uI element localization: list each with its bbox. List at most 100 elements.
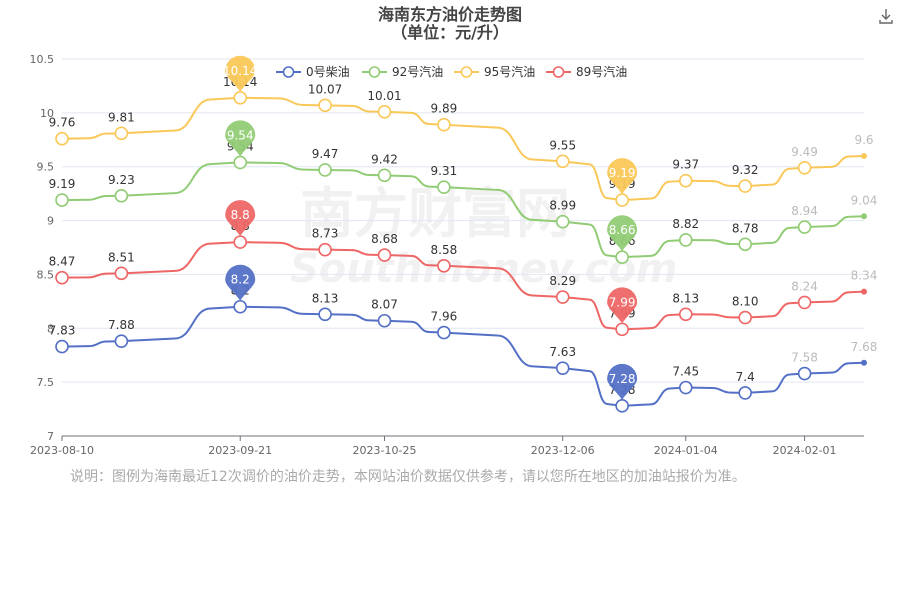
data-point xyxy=(738,310,752,325)
watermark-subtext: Southmoney.com xyxy=(290,246,678,292)
data-point xyxy=(437,117,451,132)
data-point xyxy=(615,322,629,337)
data-point xyxy=(318,98,332,113)
download-icon[interactable] xyxy=(878,8,894,24)
data-point xyxy=(678,307,693,322)
data-label: 8.24 xyxy=(791,279,818,293)
data-label: 8.47 xyxy=(49,255,76,269)
data-label: 9.31 xyxy=(431,164,458,178)
data-label: 8.94 xyxy=(791,204,818,218)
data-point xyxy=(861,288,867,295)
y-tick-label: 7 xyxy=(47,430,54,443)
min-pin-label: 7.28 xyxy=(609,372,636,386)
min-pin xyxy=(607,363,638,400)
data-point xyxy=(738,386,752,400)
y-tick-label: 9 xyxy=(47,215,54,228)
data-label: 7.63 xyxy=(549,345,576,359)
data-point xyxy=(377,168,392,183)
data-label: 8.13 xyxy=(672,291,699,305)
data-label: 8.73 xyxy=(312,227,339,241)
min-pin-label: 8.66 xyxy=(609,223,636,237)
data-label: 8.99 xyxy=(549,199,576,213)
data-point xyxy=(797,295,812,310)
data-label: 7.88 xyxy=(108,318,135,332)
max-pin xyxy=(225,200,256,237)
data-label: 10.01 xyxy=(367,89,401,103)
data-label: 8.07 xyxy=(371,298,398,312)
data-point xyxy=(437,180,451,194)
max-pin xyxy=(225,55,256,92)
legend-marker xyxy=(552,66,565,78)
data-label: 8.10 xyxy=(732,295,759,309)
legend-marker xyxy=(368,66,381,78)
max-pin-label: 10.14 xyxy=(223,64,257,78)
legend[interactable]: 0号柴油 92号汽油 95号汽油 89号汽油 xyxy=(276,64,627,79)
data-point xyxy=(555,214,570,229)
data-label: 8.82 xyxy=(672,217,699,231)
data-point xyxy=(678,173,693,188)
data-point xyxy=(318,242,332,257)
data-point xyxy=(318,163,332,177)
data-label: 9.89 xyxy=(431,102,458,116)
data-point xyxy=(797,160,812,175)
data-point xyxy=(615,250,629,264)
legend-item-95号汽油[interactable]: 95号汽油 xyxy=(454,64,535,79)
chart-title: 海南东方油价走势图 xyxy=(378,5,522,24)
max-pin-label: 8.2 xyxy=(231,273,250,287)
legend-marker xyxy=(460,66,473,78)
y-tick-label: 9.5 xyxy=(37,161,55,174)
data-point xyxy=(377,313,392,328)
max-pin xyxy=(225,120,256,157)
watermark: 南方财富网 Southmoney.com xyxy=(290,182,678,292)
data-label: 7.58 xyxy=(791,351,818,365)
legend-label: 0号柴油 xyxy=(306,65,350,79)
legend-item-92号汽油[interactable]: 92号汽油 xyxy=(362,64,443,79)
series-line-89号汽油 xyxy=(61,241,865,331)
data-point xyxy=(797,220,812,234)
legend-item-89号汽油[interactable]: 89号汽油 xyxy=(546,64,627,79)
data-point xyxy=(318,307,332,322)
watermark-text: 南方财富网 xyxy=(300,182,570,245)
disclaimer-note: 说明：图例为海南最近12次调价的油价走势，本网站油价数据仅供参考，请以您所在地区… xyxy=(70,469,746,485)
data-label: 8.51 xyxy=(108,250,135,264)
data-point xyxy=(114,266,129,281)
data-point xyxy=(377,248,392,262)
min-pin-label: 9.19 xyxy=(609,166,636,180)
data-label: 9.49 xyxy=(791,145,818,159)
y-tick-label: 8.5 xyxy=(37,268,55,281)
data-point xyxy=(55,270,69,285)
grid xyxy=(62,58,864,383)
legend-item-0号柴油[interactable]: 0号柴油 xyxy=(276,65,350,79)
data-label: 8.29 xyxy=(549,274,576,288)
data-label: 7.45 xyxy=(672,365,699,379)
pins-layer: 8.2 7.28 9.54 8.66 10.14 9.19 8.8 7.99 xyxy=(223,55,638,400)
min-pin xyxy=(607,287,638,324)
legend-label: 89号汽油 xyxy=(576,64,627,79)
data-label: 9.04 xyxy=(851,193,878,207)
data-label: 9.6 xyxy=(854,133,873,147)
max-pin-label: 8.8 xyxy=(231,208,250,222)
x-tick-label: 2023-10-25 xyxy=(353,444,417,457)
data-point xyxy=(797,366,812,381)
data-label: 10.07 xyxy=(308,82,342,96)
data-point xyxy=(738,179,752,193)
data-label: 8.68 xyxy=(371,232,398,246)
min-pin xyxy=(607,158,638,195)
data-point xyxy=(55,339,69,354)
min-pin xyxy=(607,215,638,252)
data-point xyxy=(233,90,248,105)
data-point xyxy=(55,193,69,207)
data-label: 9.55 xyxy=(549,138,576,152)
x-tick-label: 2023-09-21 xyxy=(208,444,272,457)
data-point xyxy=(555,290,570,304)
data-label: 7.68 xyxy=(851,340,878,354)
data-label: 7.83 xyxy=(49,324,76,338)
x-tick-label: 2023-08-10 xyxy=(30,444,94,457)
data-point xyxy=(678,380,693,395)
data-point xyxy=(555,154,570,169)
data-label: 9.76 xyxy=(49,116,76,130)
data-point xyxy=(114,188,129,203)
series-line-92号汽油 xyxy=(61,161,865,259)
